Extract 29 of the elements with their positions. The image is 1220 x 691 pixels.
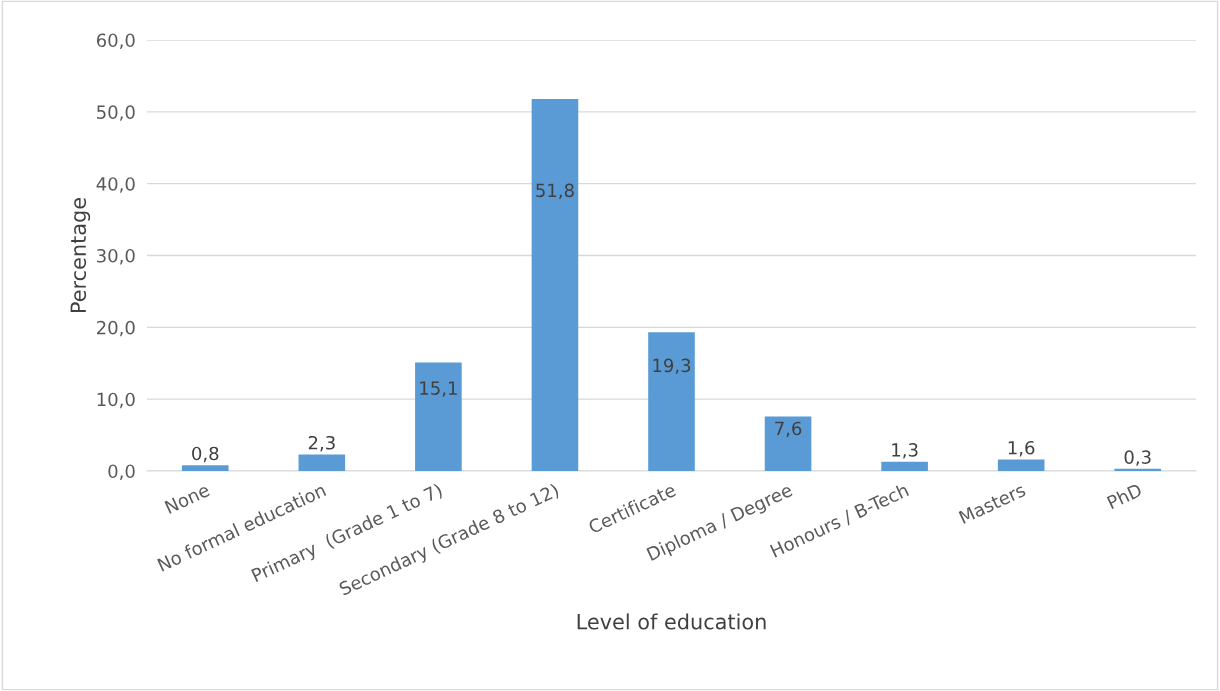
bar [415, 362, 462, 471]
y-axis-title: Percentage [70, 198, 91, 313]
data-label: 1,3 [892, 443, 918, 459]
data-label: 7,6 [775, 421, 802, 438]
bar [1114, 468, 1162, 471]
x-tick-label: PhD [1106, 482, 1143, 510]
data-label: 1,6 [1008, 440, 1035, 457]
bar [881, 461, 928, 471]
data-label: 51,8 [536, 183, 574, 200]
data-label: 19,3 [653, 358, 691, 375]
y-tick-label: 10,0 [97, 392, 135, 409]
bar [648, 332, 695, 471]
bar [764, 416, 812, 471]
x-tick-label: None [164, 483, 211, 514]
bar [997, 459, 1045, 471]
data-label: 2,3 [308, 435, 335, 452]
y-tick-label: 40,0 [96, 177, 135, 193]
y-tick-label: 30,0 [97, 248, 135, 265]
data-label: 15,1 [420, 381, 457, 397]
x-axis-title: Level of education [577, 613, 766, 630]
y-tick-label: 50,0 [97, 105, 135, 121]
y-tick-label: 0,0 [108, 464, 135, 480]
bar [298, 454, 346, 471]
bar [181, 465, 229, 471]
data-label: 0,3 [1124, 450, 1151, 466]
data-label: 0,8 [192, 446, 219, 463]
y-tick-label: 20,0 [97, 320, 135, 337]
bar [531, 98, 579, 471]
y-tick-label: 60,0 [96, 33, 135, 49]
